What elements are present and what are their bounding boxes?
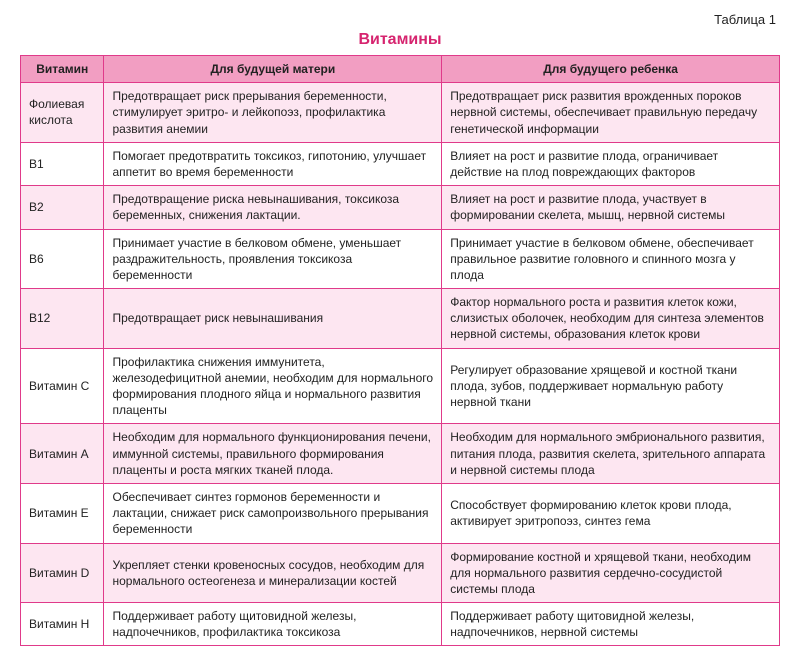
cell-mother: Принимает участие в белковом обмене, уме… xyxy=(104,229,442,289)
cell-child: Принимает участие в белковом обмене, обе… xyxy=(442,229,780,289)
cell-child: Влияет на рост и развитие плода, огранич… xyxy=(442,142,780,185)
cell-mother: Укрепляет стенки кровеносных сосудов, не… xyxy=(104,543,442,603)
vitamins-table: Витамин Для будущей матери Для будущего … xyxy=(20,55,780,646)
table-row: В12Предотвращает риск невынашиванияФакто… xyxy=(21,289,780,349)
table-row: Витамин ЕОбеспечивает синтез гормонов бе… xyxy=(21,483,780,543)
table-row: Витамин СПрофилактика снижения иммунитет… xyxy=(21,348,780,424)
cell-vitamin: В2 xyxy=(21,186,104,229)
cell-child: Регулирует образование хрящевой и костно… xyxy=(442,348,780,424)
cell-child: Необходим для нормального эмбрионального… xyxy=(442,424,780,484)
table-row: Витамин АНеобходим для нормального функц… xyxy=(21,424,780,484)
cell-vitamin: В6 xyxy=(21,229,104,289)
col-header-child: Для будущего ребенка xyxy=(442,56,780,83)
cell-child: Поддерживает работу щитовидной железы, н… xyxy=(442,603,780,646)
cell-vitamin: Витамин Н xyxy=(21,603,104,646)
table-title: Витамины xyxy=(20,31,780,49)
table-row: Витамин DУкрепляет стенки кровеносных со… xyxy=(21,543,780,603)
cell-mother: Предотвращает риск невынашивания xyxy=(104,289,442,349)
table-number-label: Таблица 1 xyxy=(20,12,776,27)
table-row: В1Помогает предотвратить токсикоз, гипот… xyxy=(21,142,780,185)
cell-vitamin: Витамин С xyxy=(21,348,104,424)
table-row: Витамин НПоддерживает работу щитовидной … xyxy=(21,603,780,646)
cell-vitamin: Витамин Е xyxy=(21,483,104,543)
table-header-row: Витамин Для будущей матери Для будущего … xyxy=(21,56,780,83)
col-header-mother: Для будущей матери xyxy=(104,56,442,83)
cell-vitamin: Фолиевая кислота xyxy=(21,83,104,143)
cell-vitamin: В1 xyxy=(21,142,104,185)
cell-vitamin: Витамин А xyxy=(21,424,104,484)
cell-child: Влияет на рост и развитие плода, участву… xyxy=(442,186,780,229)
cell-child: Способствует формированию клеток крови п… xyxy=(442,483,780,543)
cell-mother: Обеспечивает синтез гормонов беременност… xyxy=(104,483,442,543)
cell-vitamin: В12 xyxy=(21,289,104,349)
cell-child: Формирование костной и хрящевой ткани, н… xyxy=(442,543,780,603)
table-row: Фолиевая кислотаПредотвращает риск преры… xyxy=(21,83,780,143)
cell-mother: Необходим для нормального функционирован… xyxy=(104,424,442,484)
cell-child: Предотвращает риск развития врожденных п… xyxy=(442,83,780,143)
cell-mother: Поддерживает работу щитовидной железы, н… xyxy=(104,603,442,646)
cell-mother: Профилактика снижения иммунитета, железо… xyxy=(104,348,442,424)
cell-mother: Предотвращает риск прерывания беременнос… xyxy=(104,83,442,143)
cell-child: Фактор нормального роста и развития клет… xyxy=(442,289,780,349)
table-row: В6Принимает участие в белковом обмене, у… xyxy=(21,229,780,289)
table-row: В2Предотвращение риска невынашивания, то… xyxy=(21,186,780,229)
cell-vitamin: Витамин D xyxy=(21,543,104,603)
cell-mother: Предотвращение риска невынашивания, токс… xyxy=(104,186,442,229)
table-body: Фолиевая кислотаПредотвращает риск преры… xyxy=(21,83,780,646)
cell-mother: Помогает предотвратить токсикоз, гипотон… xyxy=(104,142,442,185)
col-header-vitamin: Витамин xyxy=(21,56,104,83)
